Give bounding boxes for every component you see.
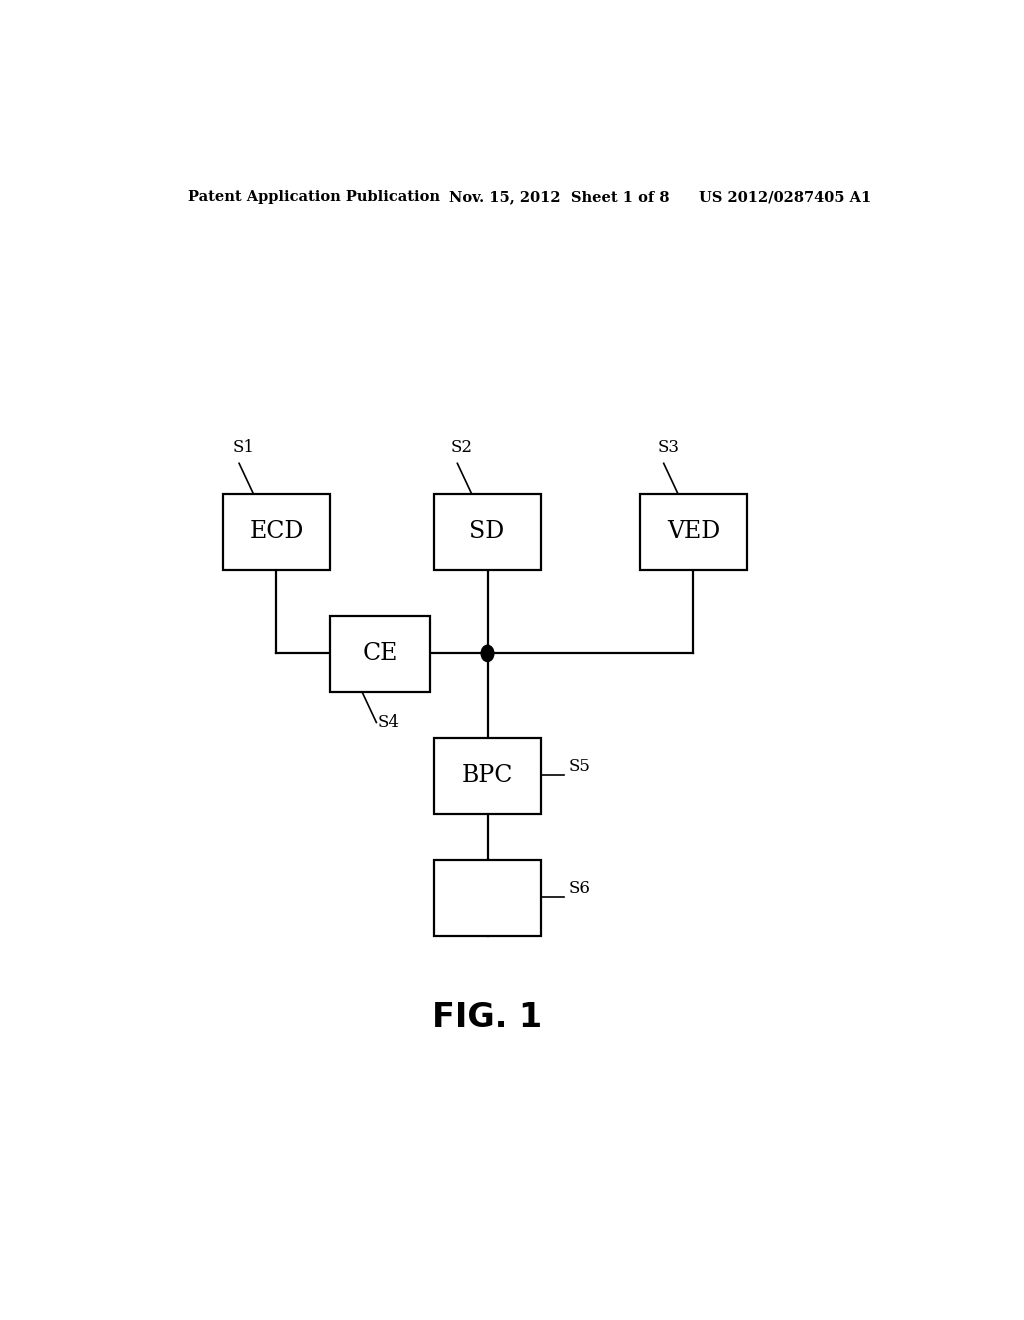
FancyBboxPatch shape xyxy=(331,616,430,692)
Circle shape xyxy=(481,645,494,661)
Text: Patent Application Publication: Patent Application Publication xyxy=(187,190,439,205)
FancyBboxPatch shape xyxy=(433,494,541,570)
FancyBboxPatch shape xyxy=(433,738,541,814)
Text: S6: S6 xyxy=(568,880,590,898)
Text: SD: SD xyxy=(469,520,505,544)
Text: Nov. 15, 2012  Sheet 1 of 8: Nov. 15, 2012 Sheet 1 of 8 xyxy=(450,190,670,205)
Text: S3: S3 xyxy=(657,440,679,457)
Text: VED: VED xyxy=(667,520,720,544)
FancyBboxPatch shape xyxy=(640,494,748,570)
Text: S1: S1 xyxy=(232,440,255,457)
Text: ECD: ECD xyxy=(250,520,304,544)
Text: US 2012/0287405 A1: US 2012/0287405 A1 xyxy=(699,190,871,205)
Text: BPC: BPC xyxy=(462,764,513,787)
Text: S2: S2 xyxy=(451,440,473,457)
Text: S5: S5 xyxy=(568,759,590,775)
FancyBboxPatch shape xyxy=(223,494,331,570)
Text: S4: S4 xyxy=(378,714,400,731)
Text: FIG. 1: FIG. 1 xyxy=(432,1001,543,1034)
Text: CE: CE xyxy=(362,643,397,665)
FancyBboxPatch shape xyxy=(433,859,541,936)
